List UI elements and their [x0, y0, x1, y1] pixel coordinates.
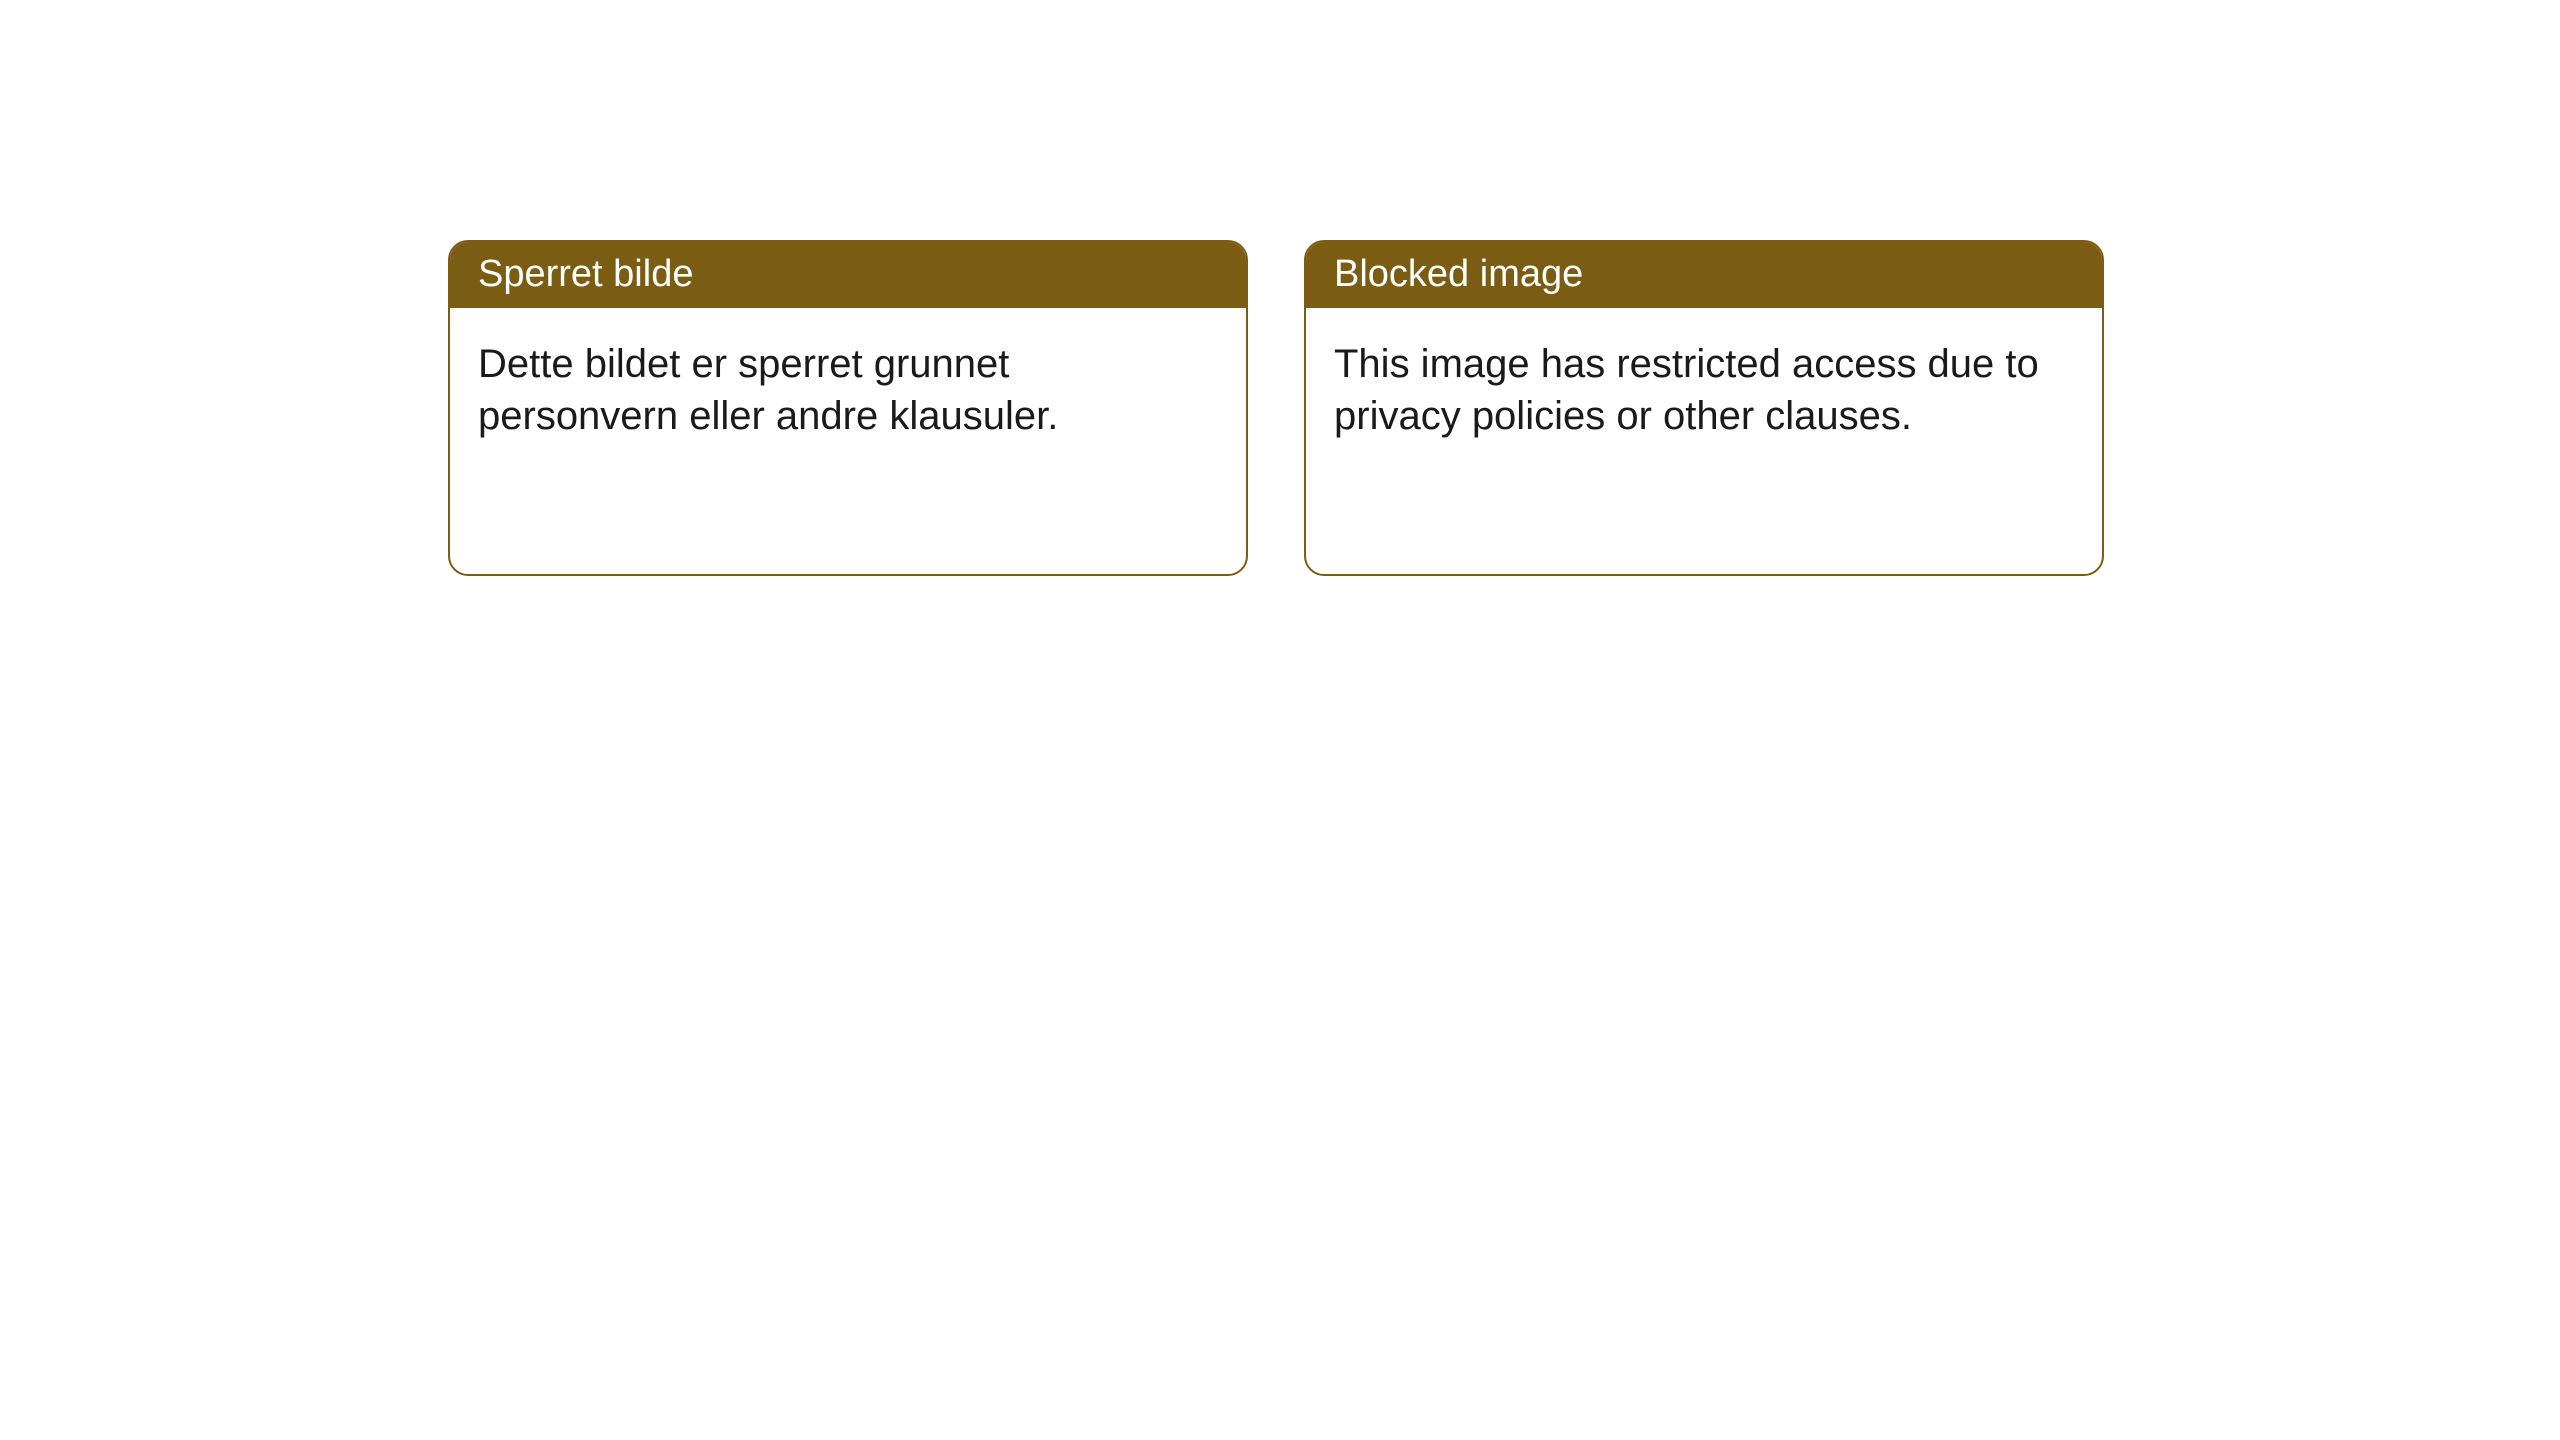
card-title-english: Blocked image [1306, 242, 2102, 308]
card-body-english: This image has restricted access due to … [1306, 308, 2102, 472]
card-title-norwegian: Sperret bilde [450, 242, 1246, 308]
notice-container: Sperret bilde Dette bildet er sperret gr… [0, 0, 2560, 576]
notice-card-english: Blocked image This image has restricted … [1304, 240, 2104, 576]
card-body-norwegian: Dette bildet er sperret grunnet personve… [450, 308, 1246, 472]
notice-card-norwegian: Sperret bilde Dette bildet er sperret gr… [448, 240, 1248, 576]
